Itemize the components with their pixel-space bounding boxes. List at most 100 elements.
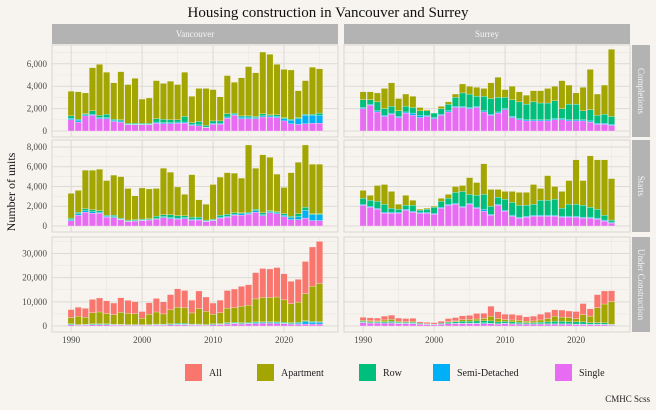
bar-apartment-1997: [409, 96, 417, 108]
bar-semi-detached-2017: [551, 118, 559, 120]
bar-apartment-2005: [174, 84, 181, 120]
bar-apartment-2011: [216, 96, 224, 122]
bar-apartment-2000: [138, 318, 146, 325]
bar-apartment-2014: [530, 184, 537, 205]
bar-row-1990: [359, 198, 367, 205]
bar-row-2021: [287, 215, 295, 218]
bar-single-2023: [594, 218, 601, 227]
bar-apartment-1998: [124, 188, 132, 221]
bar-all-2006: [181, 290, 189, 309]
bar-apartment-2022: [586, 315, 594, 323]
bar-row-2005: [174, 215, 181, 219]
y-tick-label: 6,000: [27, 59, 48, 69]
bar-apartment-2006: [181, 72, 189, 117]
bar-single-1994: [96, 213, 103, 227]
legend-label: Row: [383, 368, 403, 379]
bar-single-2007: [188, 219, 196, 227]
bar-all-2012: [223, 290, 231, 309]
bar-row-1991: [366, 99, 374, 105]
bar-apartment-1996: [110, 314, 118, 325]
bar-row-1997: [409, 107, 417, 114]
bar-semi-detached-2020: [280, 118, 288, 122]
bar-apartment-1992: [82, 92, 89, 114]
bar-single-2015: [537, 215, 544, 227]
y-tick-label: 2,000: [27, 201, 48, 211]
bar-apartment-2000: [430, 206, 438, 208]
bar-apartment-2011: [508, 86, 516, 100]
bar-apartment-2004: [459, 83, 466, 94]
bar-single-2025: [316, 323, 323, 327]
bar-all-1993: [89, 299, 96, 313]
bar-single-2008: [487, 115, 495, 132]
bar-apartment-1993: [89, 312, 96, 324]
bar-single-2012: [515, 217, 523, 227]
bar-apartment-1998: [124, 313, 132, 325]
bar-apartment-2005: [466, 177, 473, 195]
bar-single-1998: [416, 213, 424, 227]
bar-apartment-2019: [273, 296, 281, 323]
bar-single-2012: [223, 216, 231, 227]
bar-all-1996: [402, 318, 410, 322]
bar-single-1995: [103, 118, 110, 132]
bar-single-2000: [430, 118, 438, 132]
bar-all-2014: [530, 315, 537, 322]
bar-row-2022: [586, 322, 594, 325]
bar-semi-detached-1993: [89, 114, 96, 116]
bar-apartment-1994: [388, 82, 395, 107]
y-tick-label: 0: [43, 321, 48, 331]
bar-apartment-2015: [537, 188, 544, 201]
bar-all-2009: [494, 311, 502, 319]
bar-apartment-2024: [309, 286, 316, 322]
bar-single-2013: [523, 120, 530, 132]
bar-apartment-2024: [601, 159, 608, 216]
bar-apartment-2023: [594, 307, 601, 323]
bar-all-2015: [245, 284, 252, 306]
bar-single-2016: [544, 215, 552, 227]
bar-row-2020: [572, 321, 580, 325]
bar-single-2008: [195, 125, 203, 132]
bar-row-2002: [444, 322, 452, 324]
y-tick-label: 8,000: [27, 142, 48, 152]
bar-single-1993: [89, 115, 96, 132]
bar-single-2006: [473, 323, 481, 327]
bar-row-2013: [523, 322, 530, 324]
bar-apartment-2024: [601, 84, 608, 115]
bar-apartment-2004: [167, 81, 174, 120]
bar-single-2019: [273, 213, 281, 227]
y-tick-label: 4,000: [27, 181, 48, 191]
bar-row-1994: [388, 321, 395, 323]
bar-single-2004: [459, 207, 466, 227]
bar-single-1997: [409, 323, 417, 327]
facet-strip-under-construction: [632, 237, 650, 332]
y-tick-label: 30,000: [22, 249, 47, 259]
bar-all-1995: [103, 300, 110, 314]
bar-apartment-2007: [480, 163, 488, 195]
bar-all-2016: [252, 272, 260, 300]
bar-row-2016: [252, 116, 260, 118]
bar-single-2010: [209, 324, 217, 327]
bar-row-2000: [430, 112, 438, 118]
bar-all-2002: [152, 298, 160, 313]
bar-semi-detached-2024: [309, 321, 316, 325]
bar-semi-detached-1994: [96, 117, 103, 119]
bar-row-1990: [359, 99, 367, 108]
bar-row-2013: [231, 212, 238, 215]
bar-single-1992: [374, 322, 381, 327]
y-tick-label: 6,000: [27, 162, 48, 172]
bar-apartment-2025: [316, 164, 323, 214]
bar-row-1999: [423, 110, 431, 116]
bar-single-2016: [544, 324, 552, 327]
bar-single-1999: [131, 124, 139, 132]
bar-row-1991: [74, 119, 82, 121]
bar-apartment-2008: [487, 316, 495, 322]
bar-row-1993: [381, 204, 388, 213]
bar-apartment-1993: [89, 67, 96, 111]
bar-single-2004: [167, 218, 174, 227]
bar-apartment-2021: [287, 303, 295, 323]
bar-single-2017: [551, 324, 559, 327]
bar-single-2015: [245, 323, 252, 327]
bar-single-2024: [309, 323, 316, 327]
bar-row-2015: [537, 200, 544, 216]
bar-row-2020: [572, 204, 580, 217]
bar-single-2011: [216, 217, 224, 227]
